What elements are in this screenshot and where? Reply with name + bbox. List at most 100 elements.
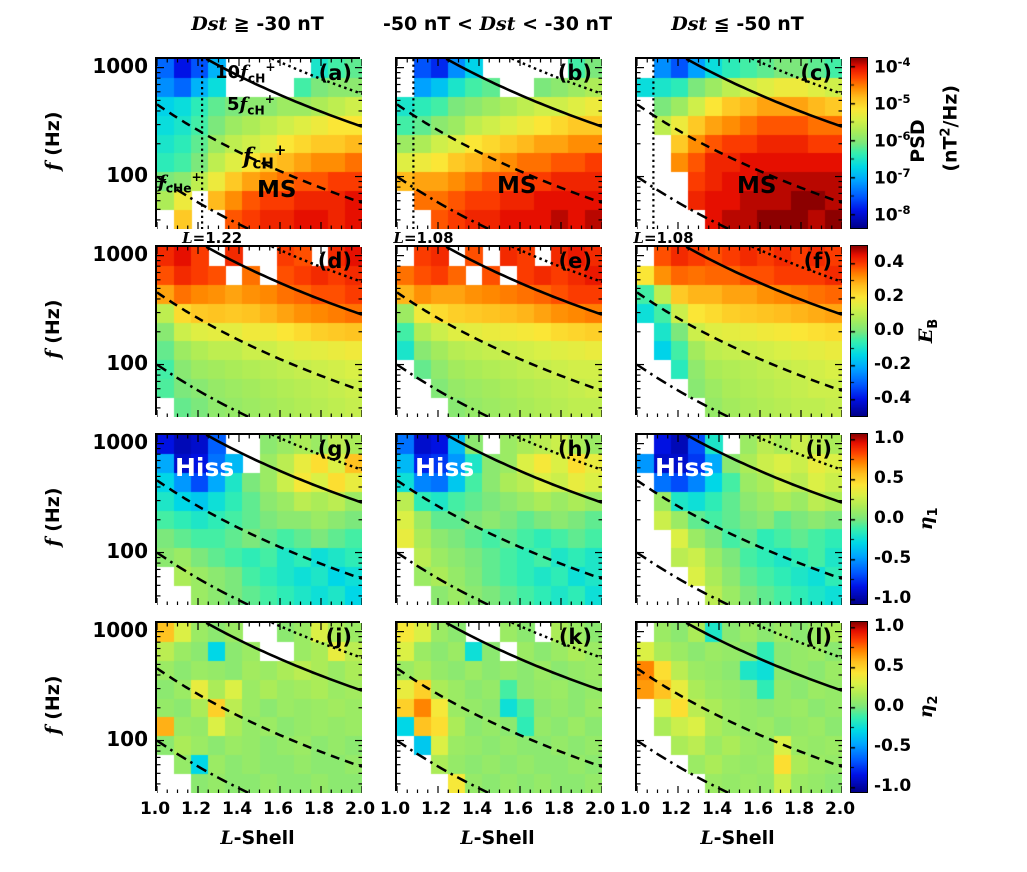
x-tick-label: 2.0 — [584, 799, 616, 819]
column-title: Dst ≦ -50 nT — [671, 13, 804, 35]
panel-letter: (h) — [557, 437, 592, 461]
heatmap-canvas — [157, 435, 362, 605]
y-tick-label: 100 — [106, 162, 148, 187]
panel-e — [395, 245, 602, 417]
panel-letter: (l) — [805, 625, 832, 649]
heatmap-canvas — [157, 59, 362, 229]
panel-l — [635, 621, 842, 793]
x-tick-label: 1.6 — [262, 799, 294, 819]
l-value-label: L=1.08 — [393, 229, 454, 247]
panel-overlay — [157, 247, 362, 417]
colorbar-tick-label: -1.0 — [874, 776, 912, 796]
colorbar-label: EB — [915, 318, 941, 344]
colorbar-tick-label: 0.2 — [874, 286, 905, 306]
colorbar-tick-label: 0.0 — [874, 696, 905, 716]
panel-overlay — [637, 247, 842, 417]
freq-line-label: fcHe+ — [158, 170, 202, 196]
x-tick-label: 1.4 — [221, 799, 253, 819]
panel-overlay — [397, 59, 602, 229]
panel-overlay — [397, 247, 602, 417]
x-tick-label: 1.0 — [379, 799, 411, 819]
heatmap-canvas — [397, 247, 602, 417]
y-tick-label: 100 — [106, 538, 148, 563]
y-axis-label: f (Hz) — [42, 111, 64, 171]
x-tick-label: 1.8 — [303, 799, 335, 819]
panel-overlay — [157, 435, 362, 605]
panel-a: 10fcH+ 5fcH+ fcH+ fcHe+ MS — [155, 57, 362, 229]
panel-letter: (a) — [318, 61, 352, 85]
ms-label: MS — [257, 177, 297, 203]
colorbar-EB — [850, 245, 868, 417]
hiss-label: Hiss — [655, 453, 715, 482]
panel-d — [155, 245, 362, 417]
y-tick-label: 1000 — [92, 241, 148, 266]
colorbar-label: η1 — [915, 507, 941, 531]
heatmap-canvas — [637, 623, 842, 793]
panel-letter: (d) — [317, 249, 352, 273]
colorbar-2 — [850, 621, 868, 793]
colorbar-tick-label: 1.0 — [874, 428, 905, 448]
colorbar-tick-label: 0.4 — [874, 252, 905, 272]
x-tick-label: 2.0 — [344, 799, 376, 819]
panel-letter: (f) — [803, 249, 832, 273]
panel-overlay — [157, 59, 362, 229]
panel-j — [155, 621, 362, 793]
heatmap-canvas — [637, 247, 842, 417]
colorbar-gradient — [851, 434, 867, 604]
colorbar-tick-label: 10-8 — [874, 203, 911, 226]
y-tick-label: 1000 — [92, 429, 148, 454]
panel-overlay — [397, 623, 602, 793]
colorbar-gradient — [851, 622, 867, 792]
x-tick-label: 1.0 — [139, 799, 171, 819]
colorbar-tick-label: -0.5 — [874, 736, 912, 756]
heatmap-canvas — [397, 59, 602, 229]
freq-line-label: fcH+ — [243, 141, 287, 173]
x-tick-label: 1.6 — [502, 799, 534, 819]
colorbar-tick-label: -0.4 — [874, 388, 912, 408]
heatmap-canvas — [637, 435, 842, 605]
heatmap-canvas — [637, 59, 842, 229]
y-axis-label: f (Hz) — [42, 299, 64, 359]
panel-overlay — [637, 435, 842, 605]
freq-line-label: 5fcH+ — [227, 92, 276, 118]
colorbar-tick-label: -1.0 — [874, 588, 912, 608]
colorbar-tick-label: 0.5 — [874, 656, 905, 676]
hiss-label: Hiss — [175, 453, 235, 482]
colorbar-tick-label: 0.0 — [874, 320, 905, 340]
y-tick-label: 1000 — [92, 53, 148, 78]
ms-label: MS — [737, 173, 777, 199]
l-value-label: L=1.22 — [182, 229, 243, 247]
ms-label: MS — [497, 173, 537, 199]
colorbar-gradient — [851, 246, 867, 416]
hiss-label: Hiss — [415, 453, 475, 482]
panel-g: Hiss — [155, 433, 362, 605]
colorbar-tick-label: -0.2 — [874, 354, 912, 374]
panel-f — [635, 245, 842, 417]
x-tick-label: 2.0 — [824, 799, 856, 819]
panel-i: Hiss — [635, 433, 842, 605]
y-tick-label: 100 — [106, 726, 148, 751]
colorbar-tick-label: 10-4 — [874, 55, 911, 78]
x-tick-label: 1.6 — [742, 799, 774, 819]
colorbar-tick-label: 1.0 — [874, 616, 905, 636]
colorbar-1 — [850, 433, 868, 605]
y-tick-label: 1000 — [92, 617, 148, 642]
panel-overlay — [637, 59, 842, 229]
x-tick-label: 1.0 — [619, 799, 651, 819]
x-tick-label: 1.2 — [180, 799, 212, 819]
y-tick-label: 100 — [106, 350, 148, 375]
panel-letter: (i) — [805, 437, 832, 461]
x-tick-label: 1.8 — [783, 799, 815, 819]
panel-letter: (j) — [325, 625, 352, 649]
x-axis-label: L-Shell — [220, 827, 295, 849]
heatmap-canvas — [397, 435, 602, 605]
x-tick-label: 1.8 — [543, 799, 575, 819]
colorbar-label: η2 — [915, 695, 941, 719]
colorbar-tick-label: -0.5 — [874, 548, 912, 568]
l-value-label: L=1.08 — [633, 229, 694, 247]
panel-letter: (c) — [800, 61, 832, 85]
column-title: Dst ≧ -30 nT — [191, 13, 324, 35]
colorbar-tick-label: 10-7 — [874, 166, 911, 189]
panel-overlay — [637, 623, 842, 793]
